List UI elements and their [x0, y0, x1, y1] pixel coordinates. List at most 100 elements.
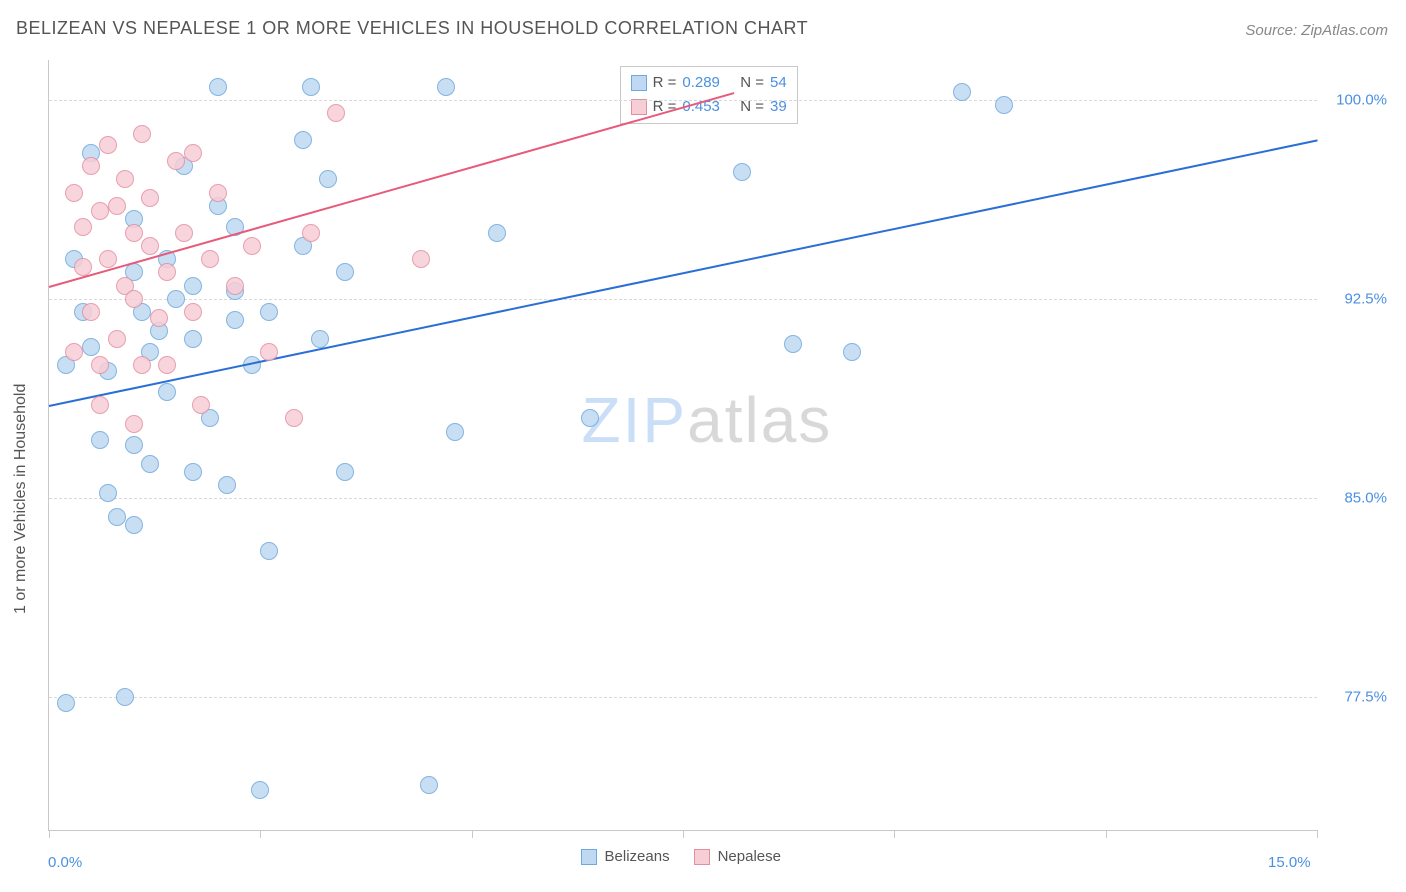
- y-tick-label: 92.5%: [1323, 290, 1387, 307]
- gridline: [49, 299, 1317, 300]
- x-tick: [894, 830, 895, 838]
- data-point-belizeans: [91, 431, 109, 449]
- data-point-nepalese: [209, 184, 227, 202]
- data-point-belizeans: [311, 330, 329, 348]
- data-point-nepalese: [82, 157, 100, 175]
- data-point-belizeans: [420, 776, 438, 794]
- regression-line-belizeans: [49, 140, 1317, 407]
- data-point-belizeans: [336, 263, 354, 281]
- data-point-nepalese: [99, 136, 117, 154]
- data-point-nepalese: [108, 330, 126, 348]
- data-point-nepalese: [133, 125, 151, 143]
- data-point-nepalese: [201, 250, 219, 268]
- x-tick: [1317, 830, 1318, 838]
- data-point-belizeans: [260, 303, 278, 321]
- n-value: 54: [770, 71, 787, 95]
- data-point-nepalese: [302, 224, 320, 242]
- data-point-belizeans: [336, 463, 354, 481]
- r-label: R =: [653, 71, 677, 95]
- x-max-label: 15.0%: [1268, 854, 1311, 871]
- legend-label: Nepalese: [718, 848, 781, 865]
- data-point-nepalese: [65, 343, 83, 361]
- data-point-belizeans: [226, 311, 244, 329]
- source-label: Source:: [1245, 22, 1301, 39]
- data-point-nepalese: [150, 309, 168, 327]
- x-tick: [472, 830, 473, 838]
- r-value: 0.289: [682, 71, 720, 95]
- source-site: ZipAtlas.com: [1301, 22, 1388, 39]
- legend-item-belizeans: Belizeans: [581, 848, 670, 865]
- data-point-nepalese: [184, 144, 202, 162]
- data-point-nepalese: [91, 356, 109, 374]
- data-point-belizeans: [995, 96, 1013, 114]
- chart-title: BELIZEAN VS NEPALESE 1 OR MORE VEHICLES …: [16, 18, 808, 39]
- data-point-belizeans: [184, 277, 202, 295]
- data-point-belizeans: [251, 781, 269, 799]
- data-point-belizeans: [784, 335, 802, 353]
- gridline: [49, 100, 1317, 101]
- data-point-belizeans: [99, 484, 117, 502]
- legend-swatch-belizeans: [581, 849, 597, 865]
- data-point-nepalese: [108, 197, 126, 215]
- swatch-belizeans: [631, 75, 647, 91]
- data-point-belizeans: [843, 343, 861, 361]
- x-tick: [1106, 830, 1107, 838]
- data-point-belizeans: [302, 78, 320, 96]
- data-point-belizeans: [488, 224, 506, 242]
- data-point-belizeans: [108, 508, 126, 526]
- n-label: N =: [740, 95, 764, 119]
- legend-label: Belizeans: [605, 848, 670, 865]
- data-point-belizeans: [158, 383, 176, 401]
- y-tick-label: 100.0%: [1323, 91, 1387, 108]
- data-point-nepalese: [184, 303, 202, 321]
- data-point-belizeans: [294, 131, 312, 149]
- data-point-belizeans: [209, 78, 227, 96]
- data-point-belizeans: [437, 78, 455, 96]
- data-point-belizeans: [446, 423, 464, 441]
- x-tick: [683, 830, 684, 838]
- data-point-nepalese: [158, 263, 176, 281]
- data-point-nepalese: [285, 409, 303, 427]
- data-point-nepalese: [125, 415, 143, 433]
- data-point-belizeans: [218, 476, 236, 494]
- y-axis-label: 1 or more Vehicles in Household: [12, 384, 30, 614]
- data-point-nepalese: [133, 356, 151, 374]
- series-legend: Belizeans Nepalese: [581, 848, 781, 865]
- legend-item-nepalese: Nepalese: [694, 848, 781, 865]
- data-point-nepalese: [91, 396, 109, 414]
- data-point-nepalese: [158, 356, 176, 374]
- watermark-suffix: atlas: [687, 384, 832, 456]
- data-point-nepalese: [141, 237, 159, 255]
- data-point-nepalese: [175, 224, 193, 242]
- watermark: ZIPatlas: [582, 383, 833, 457]
- data-point-nepalese: [91, 202, 109, 220]
- data-point-nepalese: [243, 237, 261, 255]
- y-tick-label: 77.5%: [1323, 689, 1387, 706]
- legend-swatch-nepalese: [694, 849, 710, 865]
- data-point-belizeans: [167, 290, 185, 308]
- data-point-nepalese: [125, 290, 143, 308]
- stats-row-belizeans: R = 0.289 N = 54: [631, 71, 787, 95]
- data-point-nepalese: [327, 104, 345, 122]
- data-point-nepalese: [65, 184, 83, 202]
- data-point-belizeans: [141, 455, 159, 473]
- correlation-stats-box: R = 0.289 N = 54R = 0.453 N = 39: [620, 66, 798, 124]
- data-point-belizeans: [319, 170, 337, 188]
- data-point-belizeans: [125, 516, 143, 534]
- data-point-nepalese: [125, 224, 143, 242]
- x-tick: [49, 830, 50, 838]
- data-point-belizeans: [184, 463, 202, 481]
- scatter-plot-area: ZIPatlas R = 0.289 N = 54R = 0.453 N = 3…: [48, 60, 1317, 831]
- data-point-belizeans: [116, 688, 134, 706]
- n-label: N =: [740, 71, 764, 95]
- data-point-nepalese: [412, 250, 430, 268]
- data-point-belizeans: [953, 83, 971, 101]
- data-point-nepalese: [260, 343, 278, 361]
- n-value: 39: [770, 95, 787, 119]
- data-point-nepalese: [226, 277, 244, 295]
- x-tick: [260, 830, 261, 838]
- data-point-nepalese: [74, 218, 92, 236]
- gridline: [49, 697, 1317, 698]
- data-point-belizeans: [260, 542, 278, 560]
- data-point-nepalese: [192, 396, 210, 414]
